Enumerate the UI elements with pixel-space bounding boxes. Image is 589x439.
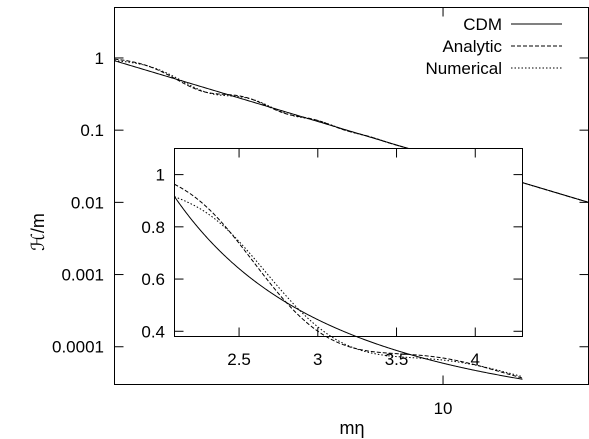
y-tick-label: 0.01: [71, 193, 104, 212]
inset-series-analytic: [174, 183, 523, 379]
y-axis-title: ℋ/m: [28, 213, 48, 251]
inset-background: [174, 148, 523, 337]
inset-y-tick-label: 0.4: [141, 322, 165, 341]
legend: CDM Analytic Numerical: [425, 15, 562, 78]
inset-series: [174, 183, 523, 380]
y-tick-label: 1: [95, 49, 104, 68]
inset-x-tick-label: 3: [313, 350, 322, 369]
inset-y-tick-label: 0.6: [141, 270, 165, 289]
inset-series-numerical: [174, 196, 523, 378]
inset-series-cdm: [174, 196, 523, 380]
inset-ticks: 0.4 0.6 0.8 1 2.5 3 3.5 4: [141, 148, 523, 369]
inset-y-tick-label: 1: [156, 166, 165, 185]
x-tick-label: 10: [434, 399, 453, 418]
legend-label: Analytic: [442, 37, 502, 56]
inset-y-tick-label: 0.8: [141, 218, 165, 237]
main-ticks: 0.0001 0.001 0.01 0.1 1 10: [52, 7, 589, 418]
inset-x-tick-label: 2.5: [227, 350, 251, 369]
inset-x-tick-label: 3.5: [385, 350, 409, 369]
y-tick-label: 0.1: [80, 121, 104, 140]
y-tick-label: 0.001: [61, 266, 104, 285]
inset-x-tick-label: 4: [471, 350, 480, 369]
inset-plot-frame: [174, 148, 523, 337]
y-tick-label: 0.0001: [52, 338, 104, 357]
legend-label: Numerical: [425, 59, 502, 78]
x-axis-title: mη: [339, 418, 364, 438]
legend-label: CDM: [463, 15, 502, 34]
